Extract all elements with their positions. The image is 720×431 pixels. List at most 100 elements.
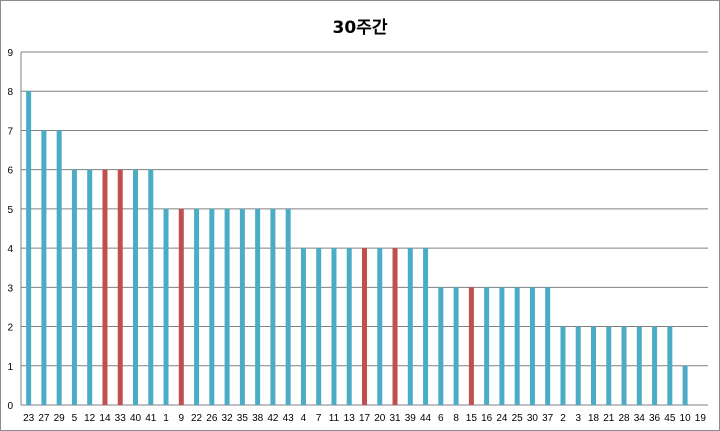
bar (255, 208, 261, 405)
bar (270, 208, 276, 405)
bar (163, 208, 169, 405)
x-tick-label: 4 (301, 413, 307, 424)
y-tick-label: 1 (7, 362, 13, 373)
x-tick-label: 27 (38, 413, 50, 424)
y-tick-label: 9 (7, 48, 13, 59)
y-tick-label: 0 (7, 401, 13, 412)
x-tick-label: 18 (588, 413, 600, 424)
bar (423, 248, 429, 405)
x-tick-label: 45 (664, 413, 676, 424)
x-tick-label: 2 (560, 413, 566, 424)
y-tick-label: 4 (7, 244, 13, 255)
x-tick-label: 1 (163, 413, 169, 424)
bar (636, 326, 642, 405)
x-tick-label: 13 (344, 413, 356, 424)
bar (148, 169, 154, 405)
y-tick-label: 7 (7, 126, 13, 137)
x-tick-label: 38 (252, 413, 264, 424)
bar (331, 248, 337, 405)
x-tick-label: 23 (23, 413, 35, 424)
y-tick-label: 3 (7, 283, 13, 294)
x-tick-label: 6 (438, 413, 444, 424)
bar (575, 326, 581, 405)
x-tick-label: 42 (267, 413, 279, 424)
x-tick-label: 9 (179, 413, 185, 424)
bar (362, 248, 367, 405)
x-tick-label: 30 (527, 413, 539, 424)
x-tick-label: 32 (222, 413, 234, 424)
y-tick-label: 5 (7, 205, 13, 216)
bar (682, 365, 688, 405)
x-tick-label: 21 (603, 413, 615, 424)
bar (621, 326, 627, 405)
x-tick-label: 35 (237, 413, 249, 424)
x-tick-label: 28 (618, 413, 630, 424)
bar (514, 287, 520, 405)
bar (346, 248, 352, 405)
bar (545, 287, 551, 405)
x-tick-label: 37 (542, 413, 554, 424)
bar (194, 208, 200, 405)
x-tick-label: 12 (84, 413, 96, 424)
x-tick-label: 24 (496, 413, 508, 424)
bar (529, 287, 535, 405)
bar (239, 208, 245, 405)
bar (606, 326, 612, 405)
x-tick-label: 5 (72, 413, 78, 424)
bar (56, 130, 62, 405)
x-tick-label: 29 (54, 413, 66, 424)
x-tick-label: 20 (374, 413, 386, 424)
bar (392, 248, 398, 405)
y-tick-label: 8 (7, 87, 13, 98)
bar (316, 248, 322, 405)
bar (667, 326, 673, 405)
bar (224, 208, 230, 405)
bar (26, 91, 32, 405)
bar (133, 169, 138, 405)
x-tick-label: 3 (575, 413, 581, 424)
bar (468, 287, 474, 405)
bar (377, 248, 383, 405)
y-tick-label: 6 (7, 166, 13, 177)
x-tick-label: 11 (329, 413, 340, 424)
bar (41, 130, 47, 405)
x-tick-label: 40 (130, 413, 142, 424)
x-tick-label: 34 (634, 413, 646, 424)
x-tick-label: 22 (191, 413, 203, 424)
y-tick-label: 2 (7, 323, 13, 334)
bar (407, 248, 413, 405)
x-tick-label: 14 (99, 413, 111, 424)
bar (209, 208, 215, 405)
bar (102, 169, 108, 405)
x-tick-label: 43 (283, 413, 295, 424)
x-tick-label: 25 (512, 413, 524, 424)
bar (453, 287, 459, 405)
bar (438, 287, 444, 405)
chart-title: 30주간 (332, 18, 388, 38)
x-tick-label: 16 (481, 413, 493, 424)
x-tick-label: 15 (466, 413, 478, 424)
x-tick-label: 10 (680, 413, 692, 424)
bar (652, 326, 658, 405)
x-tick-label: 39 (405, 413, 417, 424)
x-tick-label: 7 (316, 413, 322, 424)
bar (87, 169, 93, 405)
bar (484, 287, 490, 405)
bar (300, 248, 306, 405)
x-tick-label: 33 (115, 413, 127, 424)
bar (117, 169, 123, 405)
bar (178, 208, 184, 405)
x-tick-label: 41 (145, 413, 157, 424)
x-tick-label: 36 (649, 413, 661, 424)
bar (560, 326, 566, 405)
x-tick-label: 19 (695, 413, 707, 424)
x-tick-label: 31 (389, 413, 401, 424)
x-tick-label: 17 (359, 413, 371, 424)
x-tick-label: 44 (420, 413, 432, 424)
x-tick-label: 26 (206, 413, 218, 424)
bar (499, 287, 505, 405)
bar (71, 169, 77, 405)
bar (591, 326, 596, 405)
